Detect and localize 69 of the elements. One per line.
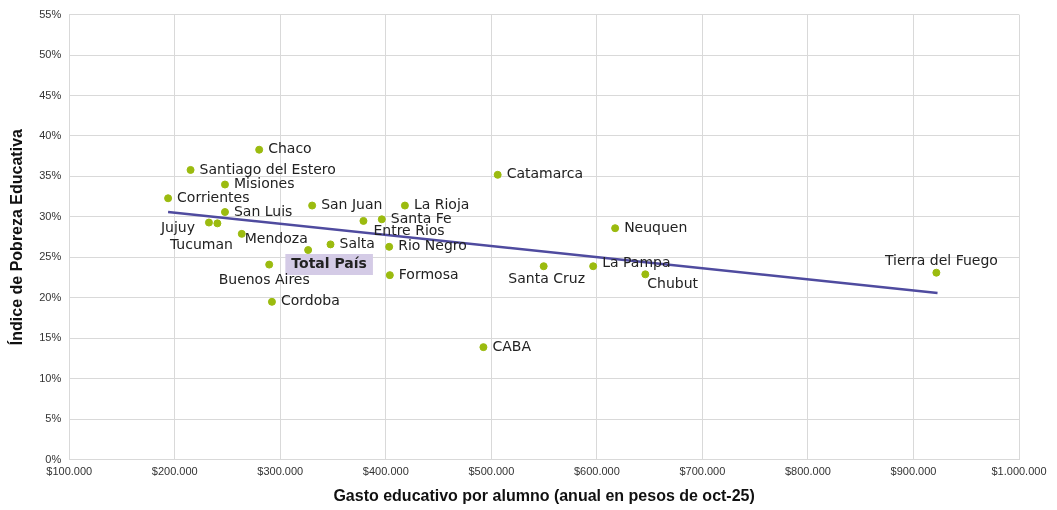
annotation: Santa Cruz <box>508 269 585 286</box>
point <box>932 268 941 277</box>
point <box>186 165 195 174</box>
annotation: Santiago del Estero <box>199 160 336 177</box>
annotation: Chubut <box>647 274 699 291</box>
y-tick-label: 0% <box>45 452 62 465</box>
point <box>255 145 264 154</box>
point <box>220 180 229 189</box>
y-tick-label: 15% <box>39 331 62 344</box>
annotation: Buenos Aires <box>218 271 310 288</box>
point <box>237 229 246 238</box>
x-tick-label: $600.000 <box>573 465 620 478</box>
x-tick-label: $200.000 <box>151 465 198 478</box>
point <box>204 218 213 227</box>
x-tick-label: $1.000.000 <box>991 465 1047 478</box>
point <box>308 201 317 210</box>
y-axis-title: Índice de Pobreza Educativa <box>7 128 26 346</box>
point <box>400 201 409 210</box>
point <box>326 240 335 249</box>
point <box>611 224 620 233</box>
annotation: San Luis <box>233 202 293 219</box>
annotation: Cordoba <box>280 292 340 309</box>
annotation: Neuquen <box>624 218 688 235</box>
annotation: Tucuman <box>168 235 233 252</box>
annotation: Total País <box>291 254 367 271</box>
x-tick-label: $300.000 <box>257 465 304 478</box>
x-tick-label: $900.000 <box>890 465 937 478</box>
point <box>479 343 488 352</box>
point <box>265 260 274 269</box>
x-tick-label: $400.000 <box>362 465 409 478</box>
y-tick-label: 30% <box>39 209 62 222</box>
y-tick-label: 5% <box>45 412 62 425</box>
y-tick-label: 10% <box>39 371 62 384</box>
y-tick-label: 40% <box>39 128 62 141</box>
point <box>385 242 394 251</box>
y-tick-label: 25% <box>39 250 62 263</box>
point <box>304 246 313 255</box>
x-axis-title: Gasto educativo por alumno (anual en pesos de oct-25) <box>333 486 755 504</box>
annotation: San Juan <box>321 196 383 213</box>
y-tick-label: 35% <box>39 169 62 182</box>
x-tick-label: $500.000 <box>468 465 515 478</box>
annotation: Mendoza <box>244 229 308 246</box>
annotation: Formosa <box>398 265 459 282</box>
point <box>539 262 548 271</box>
point <box>164 194 173 203</box>
annotation: Salta <box>339 235 375 252</box>
annotation: Catamarca <box>506 165 584 182</box>
point <box>220 208 229 217</box>
x-tick-label: $800.000 <box>784 465 831 478</box>
point <box>377 215 386 224</box>
point <box>589 262 598 271</box>
annotation: Rio Negro <box>398 237 467 254</box>
y-tick-label: 45% <box>39 88 62 101</box>
point <box>267 297 276 306</box>
y-tick-label: 50% <box>39 48 62 61</box>
x-tick-label: $100.000 <box>46 465 93 478</box>
annotation: Tierra del Fuego <box>883 252 998 269</box>
annotation: Chaco <box>268 140 312 157</box>
point <box>493 170 502 179</box>
annotation: CABA <box>492 337 532 354</box>
y-tick-label: 20% <box>39 290 62 303</box>
point <box>359 216 368 225</box>
annotation: La Rioja <box>413 196 470 213</box>
point <box>213 219 222 228</box>
annotation: Jujuy <box>159 219 195 236</box>
point <box>385 271 394 280</box>
x-tick-label: $700.000 <box>679 465 726 478</box>
y-tick-label: 55% <box>39 7 62 20</box>
point <box>641 270 650 279</box>
